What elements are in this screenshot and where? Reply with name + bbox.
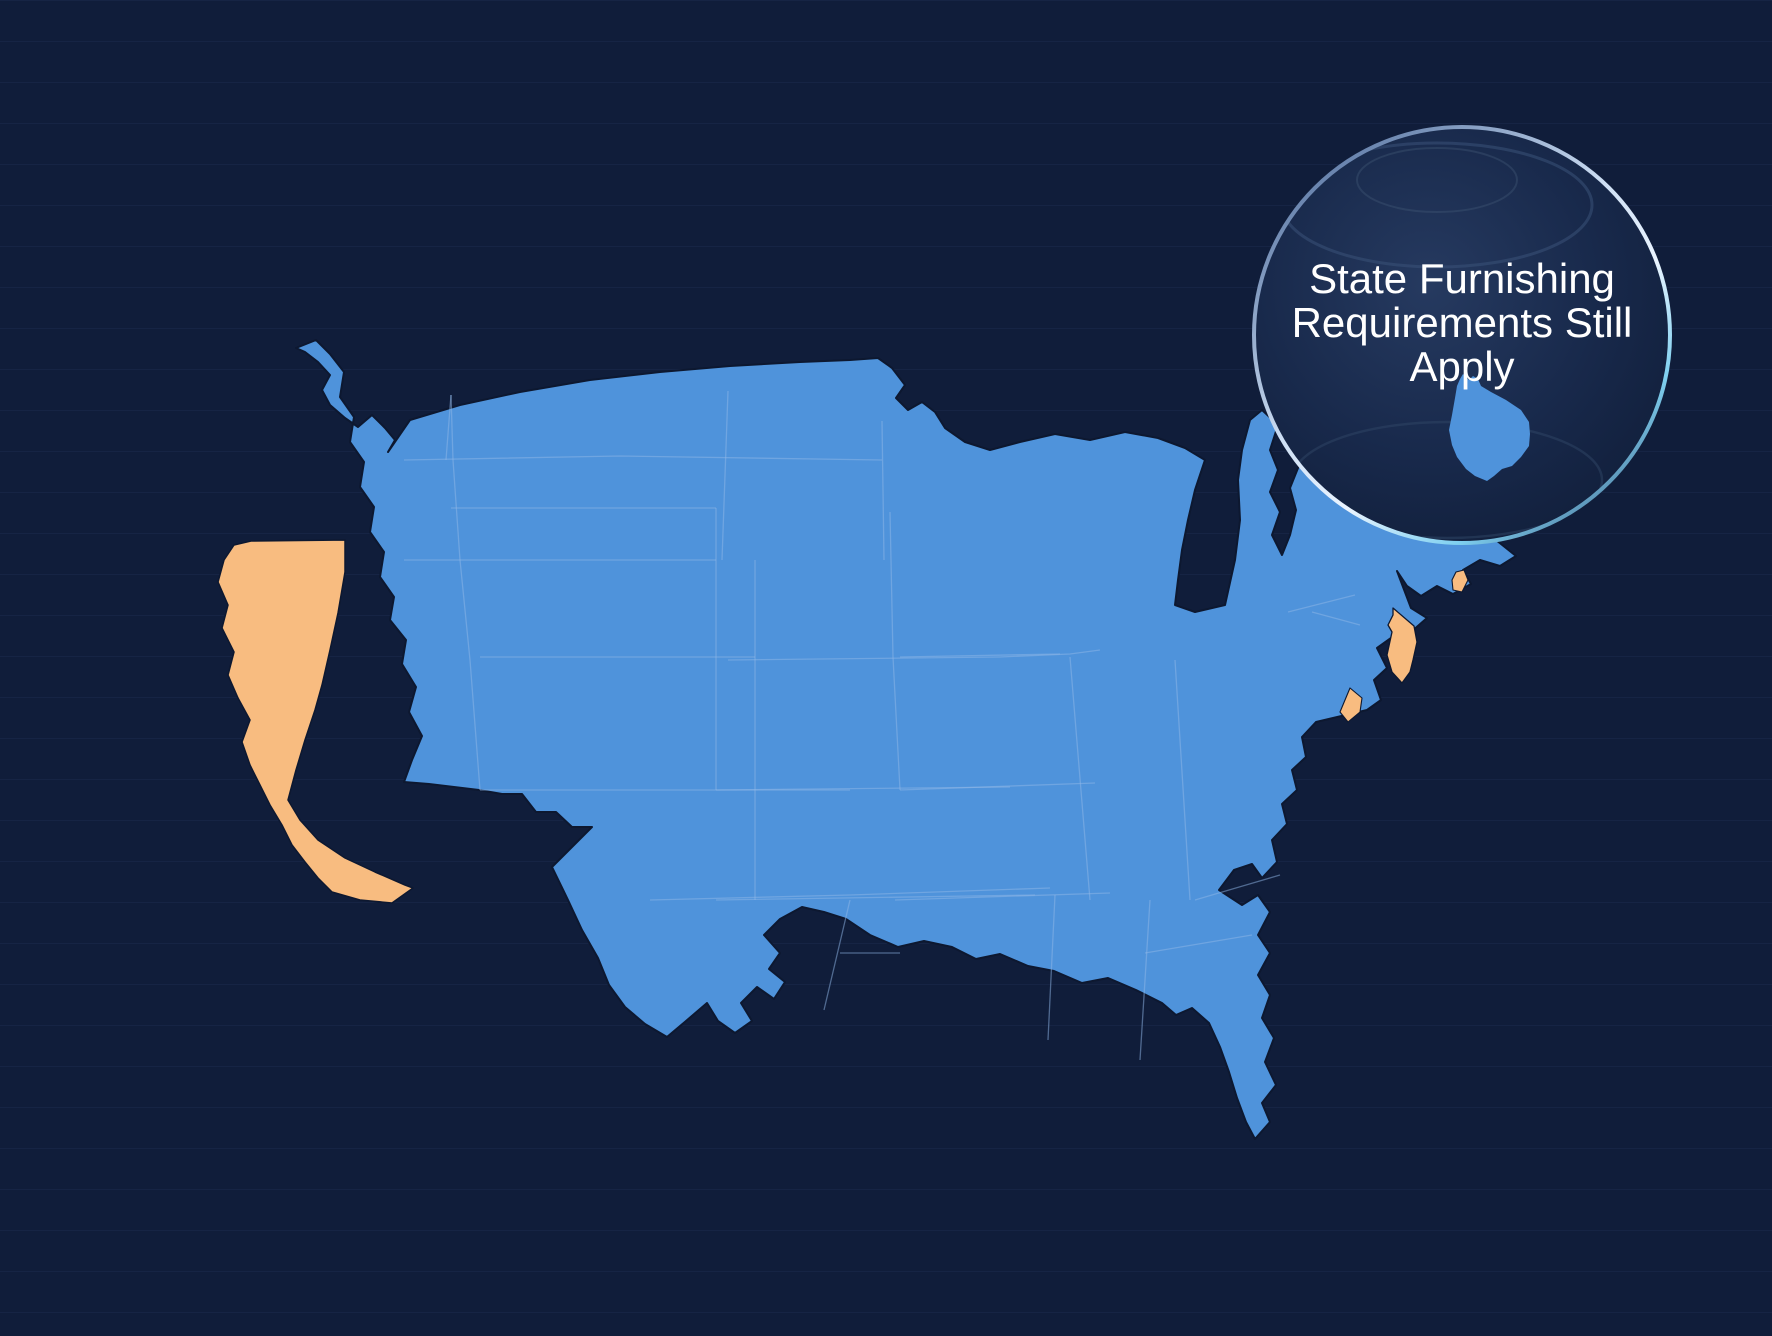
svg-text:Requirements Still: Requirements Still: [1292, 299, 1633, 346]
svg-text:Apply: Apply: [1409, 343, 1514, 390]
svg-text:State Furnishing: State Furnishing: [1309, 255, 1615, 302]
